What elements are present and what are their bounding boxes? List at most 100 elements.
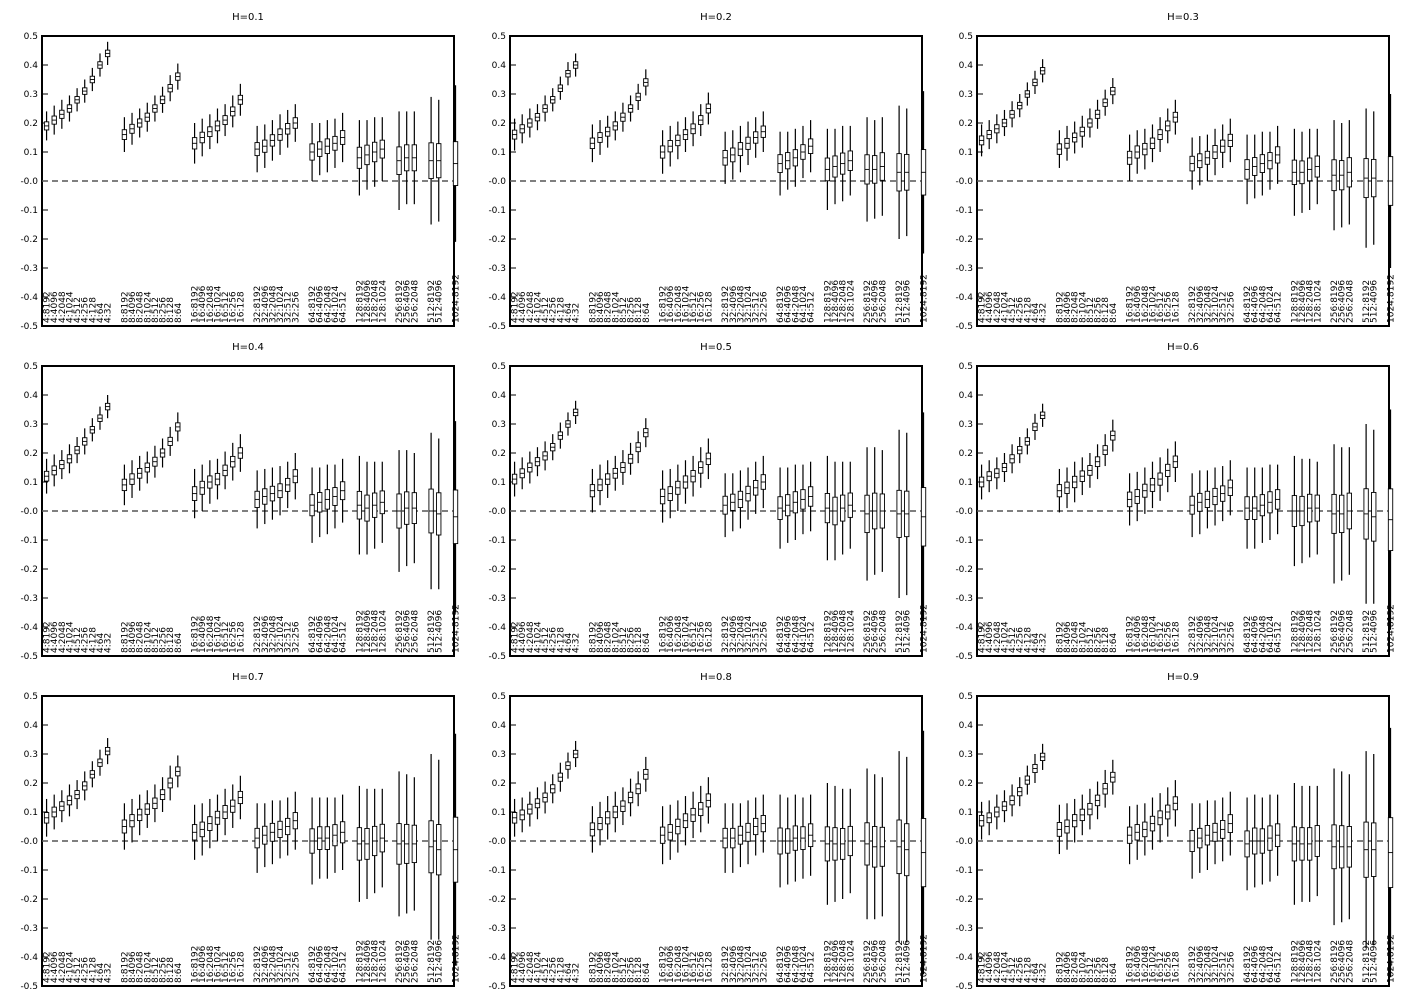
x-tick-label: 8:4096: [596, 621, 606, 653]
box-16:128: [237, 434, 244, 472]
box-128:4096: [364, 788, 370, 899]
x-tick-label: 16:1024: [1148, 945, 1158, 983]
box-8:256: [159, 777, 166, 812]
x-tick-label: 8:512: [151, 297, 161, 323]
box-4:512: [74, 437, 80, 464]
box-8:2048: [605, 796, 611, 840]
box-16:256: [698, 785, 704, 833]
box-4:4096: [51, 454, 57, 487]
x-tick-label: 64:2048: [791, 945, 801, 983]
x-tick-label: 256:2048: [1345, 280, 1355, 323]
x-tick-label: 8:1024: [611, 621, 621, 653]
y-tick-label: -0.0: [488, 507, 506, 517]
y-tick-label: -0.0: [20, 837, 38, 847]
x-tick-label: 16:1024: [681, 615, 691, 653]
x-tick-label: 64:1024: [331, 945, 341, 983]
x-tick-label: 8:512: [151, 957, 161, 983]
x-tick-label: 4:1024: [533, 291, 543, 323]
x-tick-label: 32:256: [291, 291, 301, 323]
x-tick-label: 32:8192: [1188, 286, 1198, 323]
x-tick-label: 4:4096: [50, 291, 60, 323]
x-tick-label: 4:2048: [58, 291, 68, 323]
box-64:4096: [785, 797, 791, 885]
box-8:2048: [1072, 461, 1078, 503]
x-tick-label: 16:4096: [666, 945, 676, 983]
box-16:256: [698, 104, 704, 137]
box-4:32: [104, 395, 111, 419]
x-tick-label: 4:512: [73, 957, 83, 983]
x-tick-label: 64:512: [1274, 621, 1284, 653]
box-8:8192: [121, 803, 128, 850]
x-tick-label: 16:2048: [206, 285, 216, 323]
box-4:2048: [59, 99, 65, 129]
box-8:4096: [597, 801, 603, 846]
x-tick-label: 32:2048: [736, 945, 746, 983]
x-tick-label: 32:256: [759, 951, 769, 983]
box-32:256: [1227, 118, 1233, 163]
box-64:4096: [785, 131, 791, 190]
box-16:4096: [1134, 471, 1140, 522]
x-tick-label: 128:4096: [363, 610, 373, 653]
x-tick-label: 32:2048: [1203, 285, 1213, 323]
box-16:512: [1157, 793, 1163, 843]
box-4:4096: [986, 460, 992, 493]
x-tick-label: 64:2048: [1258, 285, 1268, 323]
x-tick-label: 128:4096: [363, 280, 373, 323]
box-16:256: [230, 784, 236, 828]
box-128:2048: [372, 117, 378, 187]
x-tick-label: 128:2048: [1306, 940, 1316, 983]
box-256:8192: [396, 771, 402, 917]
box-512:4096: [904, 108, 910, 237]
box-1024:8192: [1387, 727, 1394, 978]
x-tick-label: 8:512: [619, 957, 629, 983]
box-4:256: [82, 428, 88, 455]
y-tick-label: -0.4: [20, 953, 38, 963]
x-tick-label: 4:512: [541, 297, 551, 323]
x-tick-label: 4:32: [572, 303, 582, 323]
box-16:4096: [199, 803, 205, 856]
box-16:1024: [682, 796, 689, 846]
x-tick-label: 4:128: [88, 627, 98, 653]
y-tick-label: 0.5: [24, 362, 38, 372]
x-tick-label: 4:128: [556, 957, 566, 983]
box-64:8192: [1244, 797, 1250, 891]
panel-4: H=0.4 0.5 0.4 0.3 0.2 0.1 -0.0 -0.1 -0.2 -0.3 -0.4…: [20, 342, 461, 662]
box-64:4096: [785, 467, 791, 543]
box-4:1024: [66, 444, 73, 474]
x-tick-label: 256:8192: [1330, 940, 1340, 983]
box-512:8192: [1363, 424, 1369, 604]
x-tick-label: 16:4096: [666, 615, 676, 653]
y-tick-label: -0.2: [20, 565, 38, 575]
box-32:8192: [254, 125, 260, 173]
x-tick-label: 64:8192: [776, 616, 786, 653]
x-tick-label: 8:1024: [1078, 951, 1088, 983]
x-tick-label: 32:2048: [736, 615, 746, 653]
box-64:512: [1274, 794, 1281, 876]
box-8:1024: [612, 455, 618, 491]
box-4:64: [97, 406, 103, 430]
x-tick-label: 64:512: [339, 291, 349, 323]
x-tick-label: 256:4096: [871, 940, 881, 983]
box-4:128: [1024, 428, 1031, 455]
box-16:512: [222, 104, 228, 137]
x-tick-label: 32:256: [1226, 951, 1236, 983]
box-8:2048: [137, 794, 143, 836]
box-128:4096: [832, 128, 838, 205]
box-256:8192: [396, 111, 402, 210]
box-512:4096: [1371, 754, 1377, 946]
x-tick-label: 128:4096: [1298, 280, 1308, 323]
y-tick-label: -0.0: [20, 177, 38, 187]
box-32:8192: [1189, 137, 1195, 190]
x-tick-label: 8:64: [1109, 963, 1119, 983]
box-8:4096: [597, 120, 603, 155]
x-tick-label: 32:256: [759, 621, 769, 653]
box-32:1024: [745, 800, 751, 865]
y-tick-label: -0.3: [955, 924, 973, 934]
box-4:256: [1017, 94, 1023, 118]
box-32:8192: [254, 803, 260, 873]
box-16:8192: [191, 468, 198, 519]
box-32:1024: [1212, 800, 1218, 865]
box-512:4096: [436, 438, 442, 590]
box-4:32: [1039, 59, 1046, 83]
box-8:64: [175, 412, 181, 442]
